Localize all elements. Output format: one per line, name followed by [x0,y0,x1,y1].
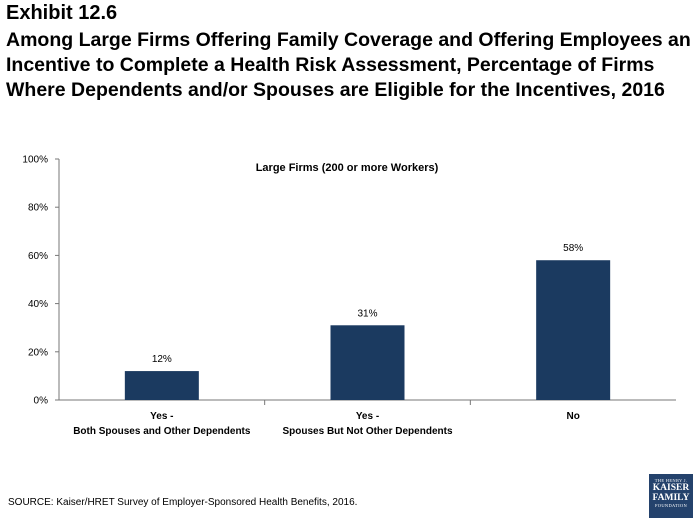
bar [124,371,199,400]
chart-subtitle: Large Firms (200 or more Workers) [256,162,439,174]
y-tick-label: 60% [28,251,48,262]
bars: 12% 31% 58% [124,243,611,400]
logo-line-2: KAISER [652,483,690,493]
y-tick-label: 80% [28,203,48,214]
logo-line-1: THE HENRY J. [654,478,688,483]
x-tick-label: Spouses But Not Other Dependents [282,426,452,437]
y-tick-label: 20% [28,347,48,358]
x-tick-label: Both Spouses and Other Dependents [73,426,251,437]
data-label: 12% [152,354,172,365]
logo-line-4: FOUNDATION [655,503,687,508]
bar [330,325,405,400]
x-tick-label: Yes - [150,411,173,422]
kff-logo: THE HENRY J. KAISER FAMILY FOUNDATION [649,474,693,518]
data-label: 58% [563,243,583,254]
chart-title: Among Large Firms Offering Family Covera… [6,29,691,101]
x-tick-label: No [566,411,579,422]
y-tick-label: 40% [28,299,48,310]
data-label: 31% [357,308,377,319]
bar [536,260,611,400]
source-note: SOURCE: Kaiser/HRET Survey of Employer-S… [8,497,358,508]
exhibit-label: Exhibit 12.6 [6,2,118,24]
y-tick-label: 100% [22,155,48,166]
logo-line-3: FAMILY [652,493,690,503]
y-tick-label: 0% [34,396,49,407]
x-tick-label: Yes - [356,411,379,422]
bar-chart: Large Firms (200 or more Workers) 0% 20% 4… [22,155,676,437]
